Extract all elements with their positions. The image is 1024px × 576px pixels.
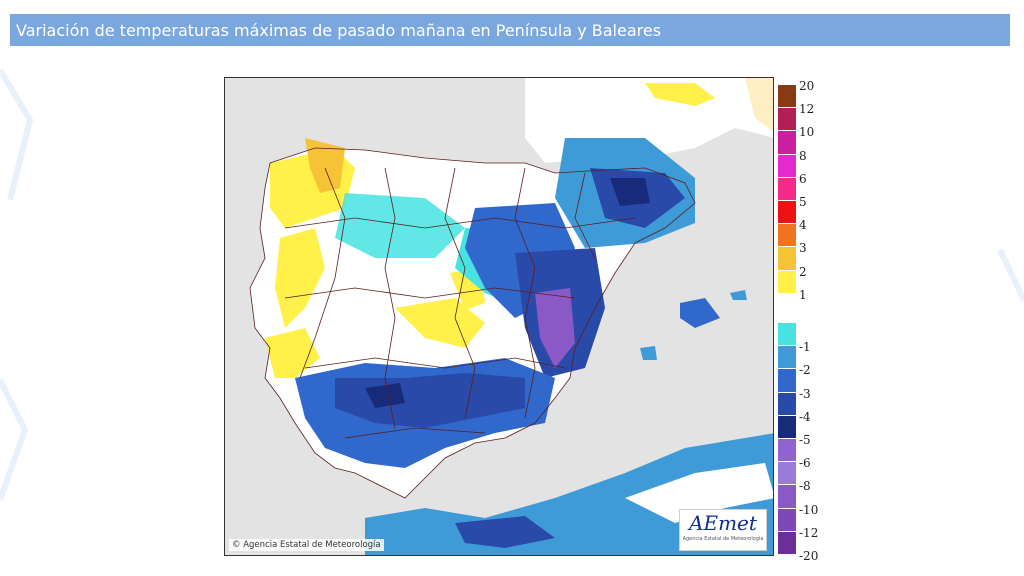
legend-label: -20 bbox=[799, 549, 819, 563]
legend-swatch bbox=[778, 485, 796, 508]
legend-swatch bbox=[778, 531, 796, 554]
legend-swatch bbox=[778, 369, 796, 392]
legend-label: -8 bbox=[799, 479, 811, 494]
legend-label: 3 bbox=[799, 241, 807, 256]
legend-label: 12 bbox=[799, 102, 815, 117]
legend-swatch bbox=[778, 439, 796, 462]
legend-swatch bbox=[778, 201, 796, 224]
copyright-label: © Agencia Estatal de Meteorología bbox=[229, 539, 384, 551]
legend-swatch bbox=[778, 293, 796, 316]
legend-label: 20 bbox=[799, 79, 815, 93]
legend-swatch bbox=[778, 392, 796, 415]
aemet-logo-mark: AEmet bbox=[689, 511, 757, 535]
header-bar: Variación de temperaturas máximas de pas… bbox=[10, 14, 1010, 46]
legend-label: -6 bbox=[799, 456, 811, 471]
legend-swatch bbox=[778, 131, 796, 154]
legend-label: -5 bbox=[799, 433, 811, 447]
legend-swatch bbox=[778, 154, 796, 177]
legend-swatch bbox=[778, 270, 796, 293]
legend-label: 1 bbox=[799, 287, 807, 302]
legend-swatch bbox=[778, 415, 796, 438]
page-title: Variación de temperaturas máximas de pas… bbox=[16, 20, 662, 40]
legend-label: 4 bbox=[799, 218, 807, 233]
legend-swatch bbox=[778, 323, 796, 346]
legend-swatch bbox=[778, 346, 796, 369]
legend-label: -12 bbox=[799, 525, 819, 540]
legend-swatch bbox=[778, 224, 796, 247]
aemet-logo-subtitle: Agencia Estatal de Meteorología bbox=[682, 536, 764, 542]
legend-label: 10 bbox=[799, 125, 815, 140]
legend-label: -2 bbox=[799, 363, 811, 378]
map-graphic bbox=[225, 78, 773, 555]
aemet-logo: AEmet Agencia Estatal de Meteorología bbox=[679, 509, 767, 551]
legend-label: -1 bbox=[799, 340, 811, 355]
legend-label: 2 bbox=[799, 264, 807, 279]
legend-label: -10 bbox=[799, 502, 819, 517]
legend-label: -4 bbox=[799, 409, 811, 424]
legend-swatch bbox=[778, 177, 796, 200]
color-legend: 20 12 10 8 6 5 4 3 2 1 -1 -2 -3 -4 -5 -6 -8 -10 -12 -20 bbox=[778, 79, 838, 563]
legend-swatch bbox=[778, 85, 796, 108]
legend-label: 8 bbox=[799, 148, 807, 163]
temperature-map: © Agencia Estatal de Meteorología AEmet … bbox=[224, 77, 774, 556]
legend-swatch bbox=[778, 462, 796, 485]
legend-label: 5 bbox=[799, 195, 807, 209]
legend-swatch bbox=[778, 508, 796, 531]
legend-label: 6 bbox=[799, 171, 807, 186]
legend-swatch bbox=[778, 247, 796, 270]
legend-swatch bbox=[778, 108, 796, 131]
legend-label: -3 bbox=[799, 386, 811, 401]
